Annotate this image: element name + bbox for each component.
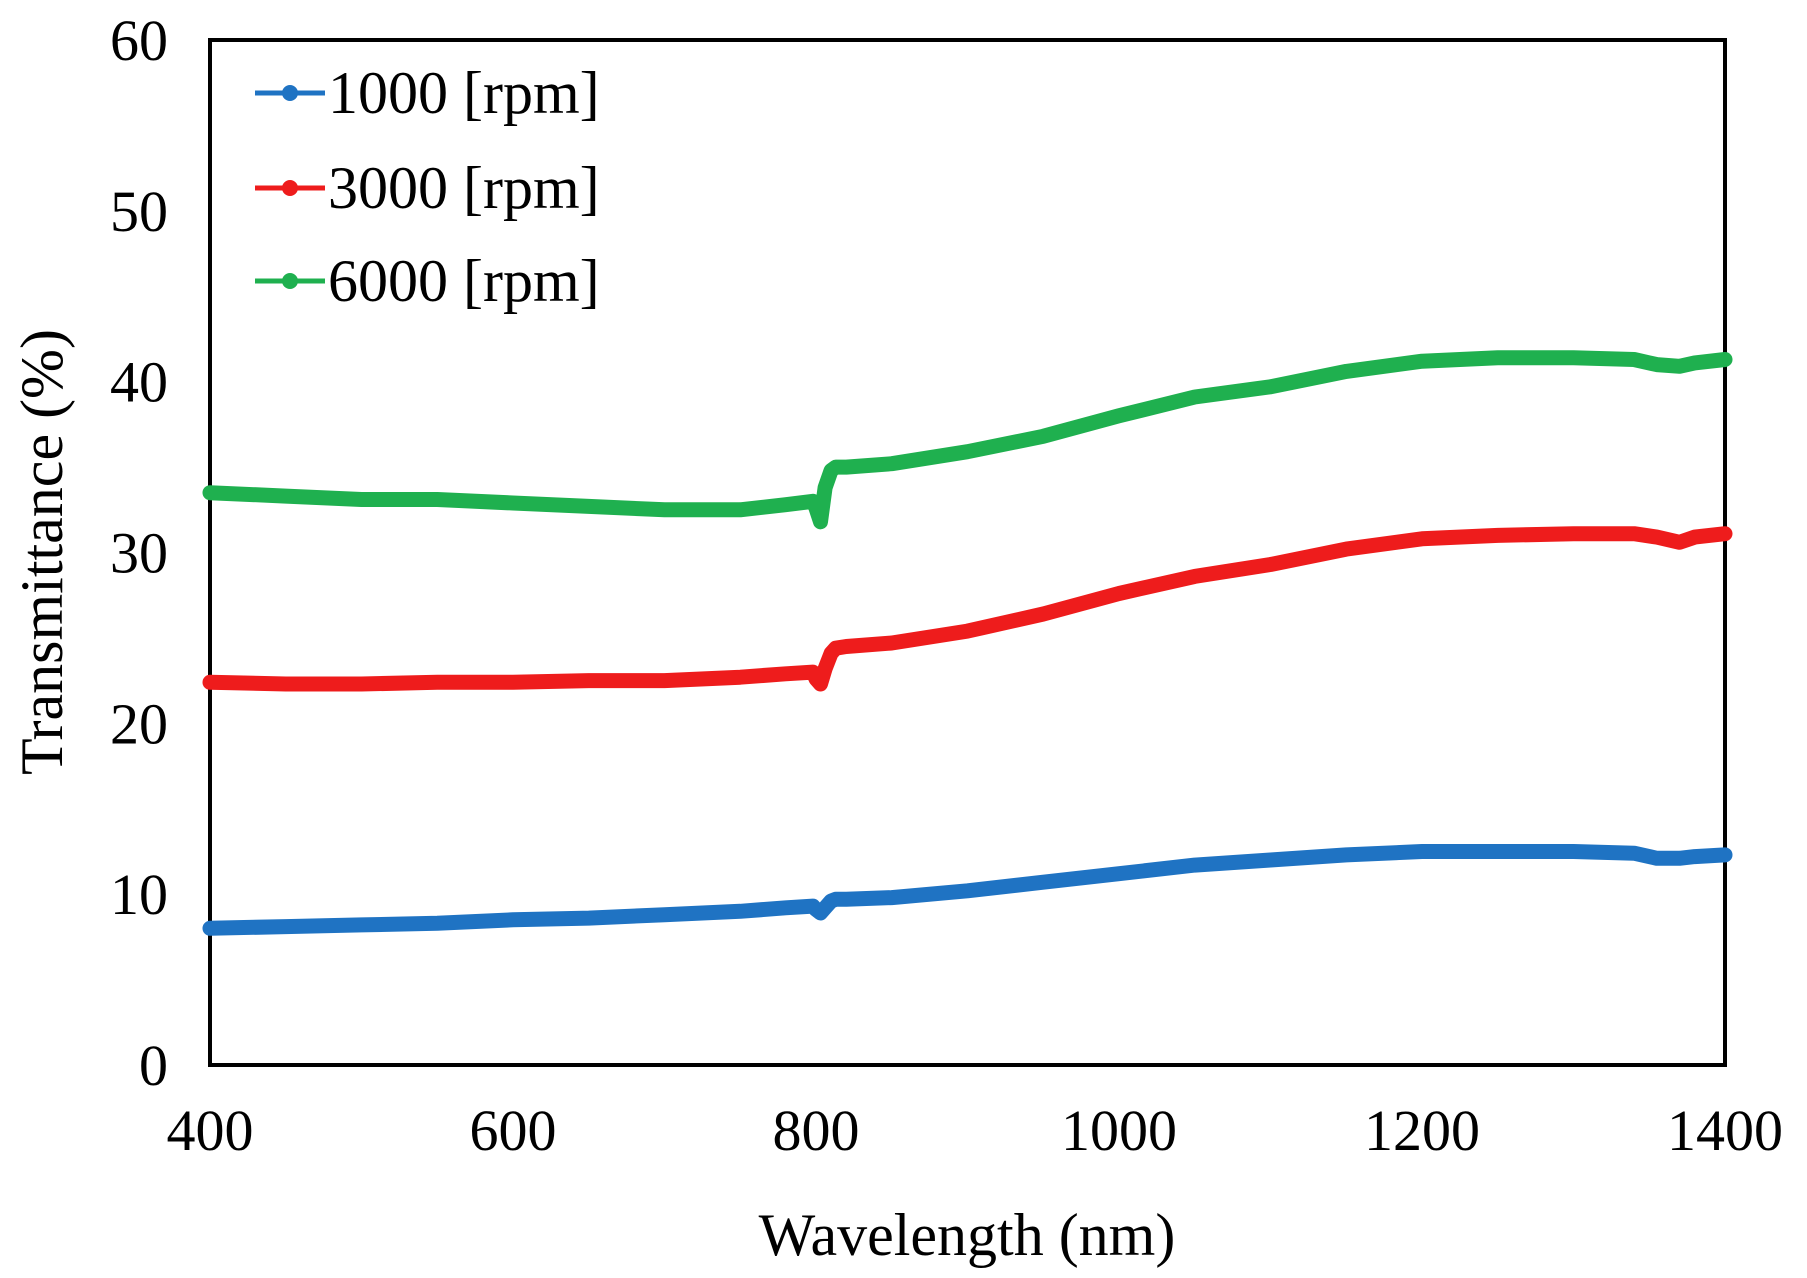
y-tick-label: 20 [110,691,168,756]
legend-label-2: 6000 [rpm] [328,248,600,314]
y-tick-label: 10 [110,862,168,927]
plot-area-frame [208,38,1727,1067]
x-tick-label: 1000 [1061,1098,1177,1163]
series-line-1 [202,526,1733,692]
series-layer [202,350,1733,936]
legend-marker-2 [282,273,298,289]
x-tick-label: 400 [167,1098,254,1163]
legend-marker-0 [282,85,298,101]
y-tick-label: 40 [110,350,168,415]
y-tick-label: 30 [110,521,168,586]
y-tick-label: 50 [110,179,168,244]
y-axis-ticks: 0 10 20 30 40 50 60 [110,8,168,1098]
series-line-0 [202,844,1733,936]
y-tick-label: 0 [139,1033,168,1098]
x-tick-label: 1200 [1364,1098,1480,1163]
x-tick-label: 600 [470,1098,557,1163]
x-axis-ticks: 400 600 800 1000 1200 1400 [167,1098,1784,1163]
legend-label-0: 1000 [rpm] [328,60,600,126]
y-tick-label: 60 [110,8,168,73]
legend-label-1: 3000 [rpm] [328,155,600,221]
x-tick-label: 800 [773,1098,860,1163]
legend: 1000 [rpm] 3000 [rpm] 6000 [rpm] [255,60,600,314]
legend-marker-1 [282,180,298,196]
x-tick-label: 1400 [1667,1098,1783,1163]
y-axis-title: Transmittance (%) [9,329,75,775]
x-axis-title: Wavelength (nm) [759,1202,1176,1268]
series-line-2 [202,350,1733,530]
